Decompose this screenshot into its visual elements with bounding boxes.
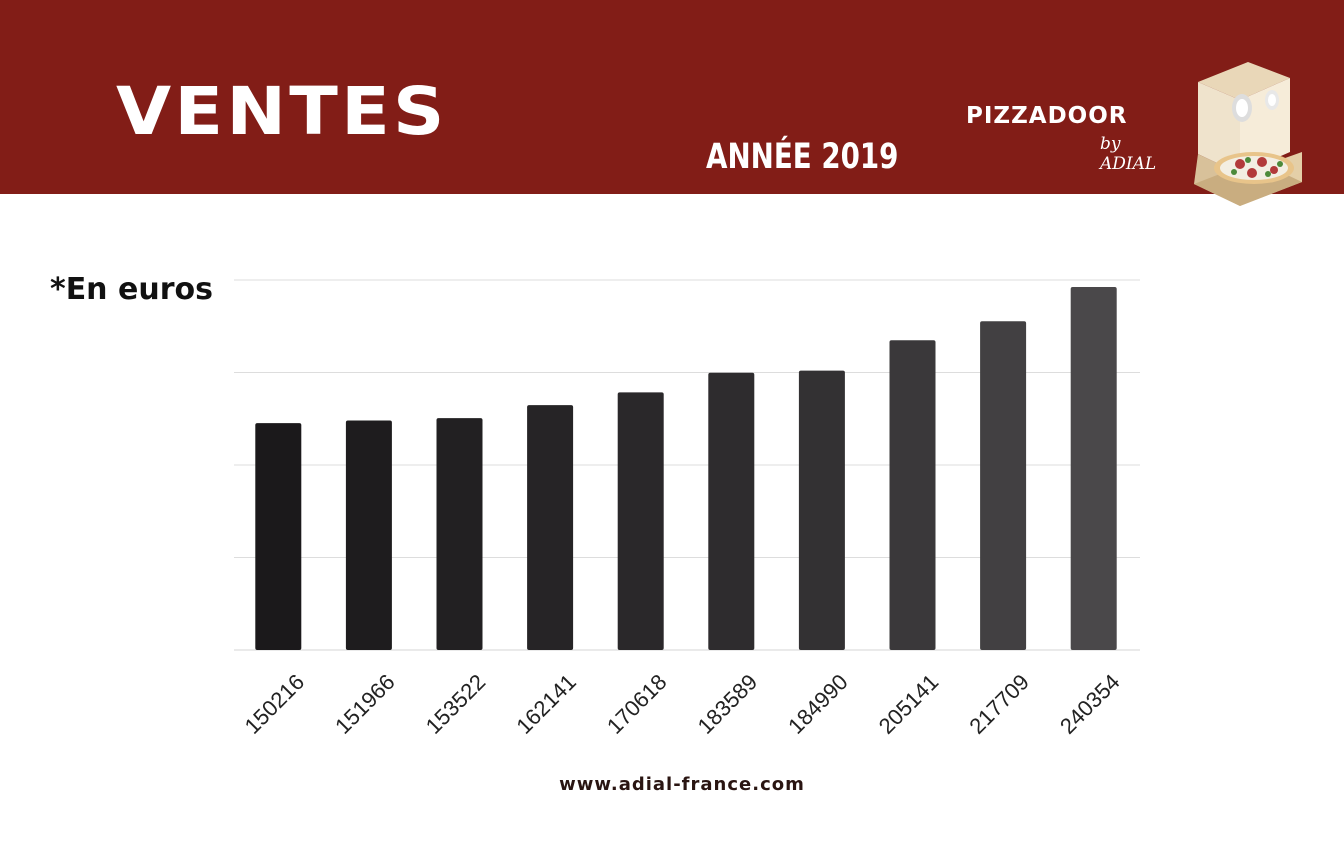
unit-note: *En euros: [50, 272, 213, 307]
bar-240354: [1070, 287, 1117, 650]
x-tick-label: 184990: [783, 669, 853, 739]
page-subtitle: ANNÉE 2019: [706, 137, 899, 177]
x-tick-label: 151966: [330, 669, 400, 739]
bar-183589: [708, 372, 755, 650]
bar-184990: [798, 370, 845, 650]
pizza-box-icon: [1194, 62, 1302, 206]
bar-217709: [980, 321, 1027, 650]
bar-162141: [527, 405, 574, 650]
brand-tagline: by ADIAL: [1100, 134, 1157, 174]
bar-170618: [617, 392, 664, 650]
x-tick-label: 205141: [874, 669, 944, 739]
x-tick-label: 150216: [240, 669, 310, 739]
page-title: VENTES: [116, 73, 448, 150]
bar-151966: [345, 420, 392, 650]
bar-chart: 150216 151966 153522 162141 170618 183589 1849…: [234, 279, 1140, 739]
brand-logo: PIZZADOOR by ADIAL: [966, 90, 1176, 174]
x-tick-label: 217709: [964, 669, 1034, 739]
bar-205141: [889, 340, 936, 650]
bar-150216: [255, 423, 302, 650]
header-banner: VENTES ANNÉE 2019 PIZZADOOR by ADIAL: [0, 0, 1344, 194]
x-tick-label: 240354: [1055, 669, 1125, 739]
x-tick-label: 153522: [421, 669, 491, 739]
bar-153522: [436, 418, 483, 650]
x-tick-label: 162141: [511, 669, 581, 739]
brand-name: PIZZADOOR: [966, 103, 1128, 129]
x-tick-label: 183589: [693, 669, 763, 739]
footer-url: www.adial-france.com: [559, 774, 805, 795]
x-tick-label: 170618: [602, 669, 672, 739]
